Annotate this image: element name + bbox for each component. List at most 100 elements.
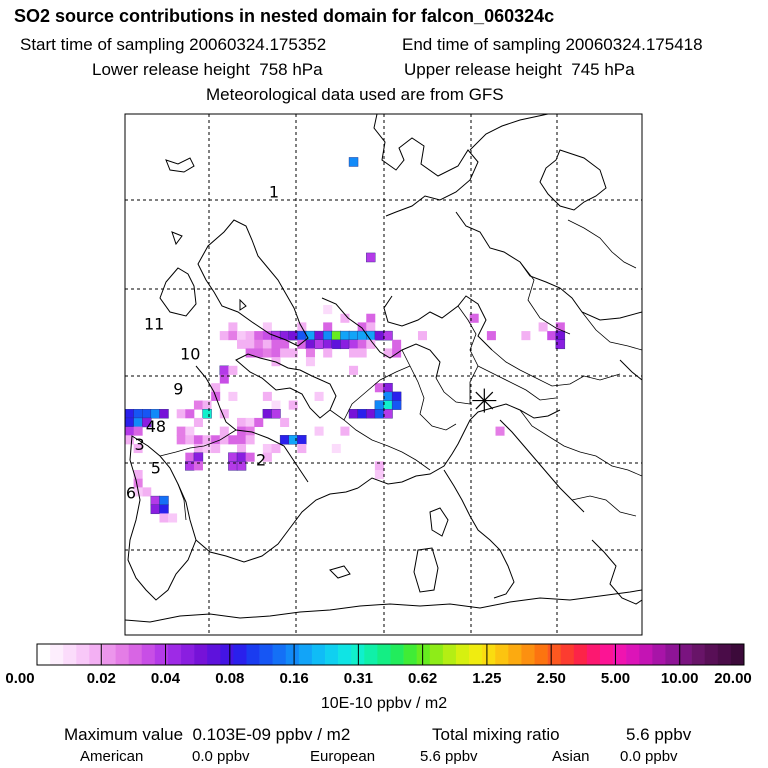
concentration-cell [340, 339, 350, 350]
concentration-cell [374, 409, 385, 419]
border-10 [519, 409, 642, 477]
end-time-label: End time of sampling 20060324.175418 [402, 35, 703, 54]
concentration-cell [262, 452, 272, 462]
concentration-cell [262, 339, 272, 349]
colorbar-tick-label: 0.02 [87, 670, 116, 687]
concentration-cell [142, 417, 152, 428]
source-marker [472, 388, 497, 413]
colorbar-swatch [37, 644, 51, 665]
concentration-cell [357, 409, 367, 419]
concentration-cell [391, 391, 402, 402]
colorbar-swatch [220, 644, 234, 665]
coastline-finland [539, 149, 607, 211]
concentration-cell [366, 322, 376, 332]
coastline-iberia [127, 435, 197, 601]
concentration-cell [125, 435, 135, 445]
concentration-cell [271, 339, 281, 349]
concentration-cell [125, 409, 135, 419]
map-frame [124, 113, 643, 636]
colorbar-tick-label: 0.31 [344, 670, 373, 687]
concentration-cell [193, 435, 203, 445]
concentration-cell [305, 348, 315, 358]
concentration-cell [228, 365, 238, 375]
colorbar-swatch [285, 644, 300, 665]
concentration-cell [228, 452, 238, 462]
upper-height-label: Upper release height 745 hPa [404, 60, 635, 79]
concentration-cell [185, 452, 195, 462]
concentration-cell [374, 330, 385, 341]
concentration-cell [538, 322, 548, 332]
concentration-cell [417, 331, 427, 341]
colorbar-tick-label: 0.62 [408, 670, 437, 687]
concentration-cell [125, 417, 135, 428]
concentration-cell [271, 443, 281, 454]
colorbar-swatch [403, 644, 417, 665]
concentration-cell [245, 417, 255, 427]
concentration-cell [383, 391, 393, 402]
concentration-cell [202, 435, 212, 445]
colorbar-unit-label: 10E-10 ppbv / m2 [321, 695, 447, 712]
concentration-cell [185, 435, 195, 445]
colorbar-swatch [717, 644, 732, 665]
concentration-cell [254, 339, 264, 349]
colorbar-swatch [246, 644, 260, 665]
colorbar-swatch [63, 644, 77, 665]
concentration-cell [228, 391, 238, 401]
concentration-cell [469, 313, 479, 323]
colorbar-swatch [691, 644, 706, 665]
colorbar [37, 644, 745, 665]
concentration-cell [254, 331, 264, 341]
concentration-cell [150, 504, 161, 515]
lat-lon-grid [125, 114, 642, 635]
met-data-label: Meteorological data used are from GFS [206, 85, 504, 104]
concentration-cell [383, 400, 393, 410]
colorbar-swatch [115, 644, 129, 665]
concentration-cell [348, 157, 359, 167]
total-mixing-label: Total mixing ratio [432, 725, 560, 744]
concentration-cell [314, 330, 324, 341]
concentration-cell [193, 443, 203, 454]
border-11 [571, 495, 637, 517]
trajectory-label: 2 [256, 451, 266, 470]
concentration-cell [254, 417, 264, 427]
border-9 [581, 311, 642, 351]
concentration-cell [366, 409, 376, 419]
concentration-cell [237, 339, 247, 349]
concentration-cell [159, 495, 169, 506]
concentration-cell [262, 322, 272, 332]
colorbar-tick-label: 0.04 [151, 670, 181, 687]
concentration-cell [322, 339, 333, 350]
concentration-cell [331, 443, 341, 454]
concentration-cell [237, 435, 247, 445]
colorbar-swatch [102, 644, 116, 665]
concentration-cell [219, 409, 229, 419]
border-12 [159, 429, 237, 457]
trajectory-label: 10 [180, 345, 200, 364]
concentration-cell [262, 409, 273, 419]
colorbar-swatch [586, 644, 601, 665]
colorbar-swatch [560, 644, 575, 665]
concentration-cell [133, 426, 143, 436]
border-13 [177, 483, 187, 521]
concentration-cell [340, 426, 350, 436]
colorbar-swatch [141, 644, 156, 665]
concentration-cell [202, 443, 212, 454]
concentration-cell [314, 339, 324, 350]
concentration-cell [555, 339, 566, 350]
coastline-iceland-fragment [165, 157, 195, 173]
concentration-cell [202, 409, 212, 419]
concentration-cell [366, 313, 376, 323]
border-1 [435, 377, 471, 405]
trajectory-label: 9 [173, 380, 183, 399]
concentration-cell [280, 339, 290, 349]
concentration-cell [219, 435, 229, 445]
coastline-north-africa [125, 589, 642, 623]
colorbar-tick-label: 0.00 [5, 670, 34, 687]
concentration-cell [547, 331, 557, 341]
concentration-cell [314, 426, 324, 436]
concentration-cell [193, 461, 203, 471]
concentration-cell [495, 426, 505, 436]
concentration-cell [331, 330, 342, 341]
colorbar-swatch [442, 644, 457, 665]
concentration-cell [288, 400, 298, 410]
